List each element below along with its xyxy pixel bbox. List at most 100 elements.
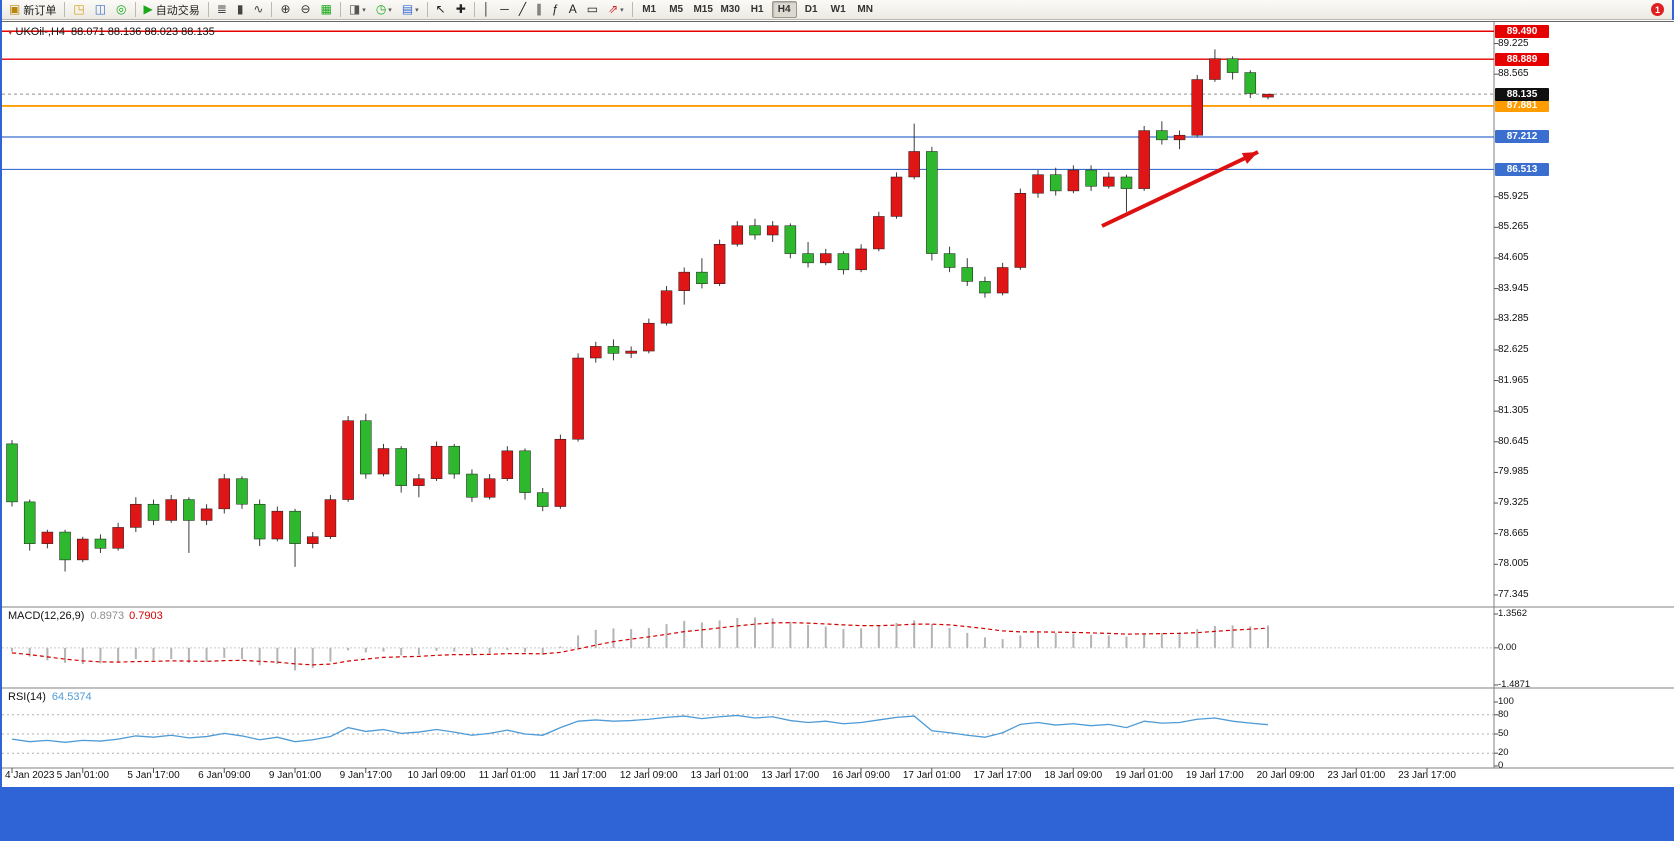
- vertical-line-icon: │: [482, 2, 491, 16]
- toolbar-separator: [339, 2, 341, 17]
- candle-body: [1244, 72, 1257, 94]
- navigator-icon: ◎: [116, 2, 127, 16]
- chart-canvas[interactable]: [2, 20, 1674, 787]
- candle-body: [112, 527, 124, 549]
- indicators-button[interactable]: ▤ ▾: [398, 0, 423, 19]
- timeframe-w1[interactable]: W1: [830, 4, 846, 15]
- candle-body: [731, 225, 744, 245]
- timeframe-m5[interactable]: M5: [669, 4, 684, 15]
- fibonacci-button[interactable]: ƒ: [548, 0, 563, 19]
- candlestick-chart-button[interactable]: ▮: [233, 0, 248, 19]
- chevron-down-icon: ▾: [362, 6, 366, 14]
- candle-body: [625, 350, 637, 354]
- channel-button[interactable]: ∥: [532, 0, 546, 19]
- candle-body: [1085, 169, 1097, 187]
- candle-body: [306, 536, 319, 544]
- candle-body: [713, 244, 726, 284]
- new-chart-button[interactable]: ◨ ▾: [345, 0, 370, 19]
- navigator-button[interactable]: ◎: [112, 0, 130, 19]
- horizontal-line-button[interactable]: ─: [496, 0, 513, 19]
- timeframe-h4[interactable]: H4: [771, 1, 797, 18]
- candle-body: [536, 492, 549, 507]
- candle-body: [802, 253, 814, 264]
- bar-chart-button[interactable]: ≣: [213, 0, 231, 19]
- vertical-line-button[interactable]: │: [479, 0, 495, 19]
- candle-body: [395, 448, 407, 486]
- chart-region: ▾ UKOil-,H4 88.071 88.136 88.023 88.135 MA…: [2, 20, 1674, 787]
- period-icon: ◷: [375, 2, 387, 16]
- timeframe-d1[interactable]: D1: [804, 4, 818, 15]
- trendline-button[interactable]: ╱: [515, 0, 530, 19]
- toolbar-separator: [207, 2, 209, 17]
- candle-body: [413, 478, 425, 486]
- candle-body: [607, 346, 620, 354]
- timeframe-m15[interactable]: M15: [693, 4, 713, 15]
- candle-body: [1103, 176, 1115, 187]
- candle-body: [926, 151, 938, 254]
- text-label-icon: ▭: [586, 2, 599, 16]
- candle-body: [94, 538, 107, 549]
- candle-body: [236, 478, 248, 505]
- candle-body: [77, 538, 89, 561]
- candle-body: [1120, 176, 1133, 189]
- candle-body: [943, 253, 956, 268]
- profiles-button[interactable]: ◳: [69, 0, 88, 19]
- toolbar: ▣ 新订单 ◳ ◫ ◎ ▶ 自动交易 ≣ ▮ ∿ ⊕ ⊖ ▦ ◨ ▾ ◷ ▾ ▤ ▾ ↖ ✚ │ ─ ╱ ∥ ƒ A ▭ ⇗ ▾ M1 M5 M…: [2, 0, 1672, 20]
- tile-windows-button[interactable]: ▦: [317, 0, 336, 19]
- trend-arrow-line[interactable]: [1101, 150, 1259, 228]
- timeframe-h1[interactable]: H1: [750, 4, 764, 15]
- candle-body: [130, 503, 142, 528]
- zoom-out-icon: ⊖: [300, 2, 311, 16]
- trend-arrow-head[interactable]: [1241, 152, 1258, 164]
- new-chart-icon: ◨: [348, 2, 361, 16]
- line-chart-icon: ∿: [253, 2, 264, 16]
- timeframe-m30[interactable]: M30: [720, 4, 740, 15]
- toolbar-separator: [64, 2, 66, 17]
- candle-body: [41, 531, 54, 544]
- candle-body: [23, 501, 36, 544]
- period-button[interactable]: ◷ ▾: [372, 0, 396, 19]
- line-chart-button[interactable]: ∿: [249, 0, 267, 19]
- candle-body: [200, 508, 213, 521]
- chevron-down-icon: ▾: [388, 6, 392, 14]
- cursor-button[interactable]: ↖: [432, 0, 450, 19]
- zoom-out-button[interactable]: ⊖: [297, 0, 315, 19]
- arrows-icon: ⇗: [608, 2, 619, 16]
- horizontal-line-icon: ─: [500, 2, 509, 16]
- timeframe-mn[interactable]: MN: [857, 4, 873, 15]
- arrows-button[interactable]: ⇗ ▾: [604, 0, 628, 19]
- candle-body: [1173, 134, 1186, 141]
- text-icon: A: [568, 2, 577, 16]
- macd-signal-line: [11, 622, 1269, 666]
- candlestick-chart-icon: ▮: [236, 2, 244, 16]
- candle-body: [289, 510, 301, 544]
- fibonacci-icon: ƒ: [552, 2, 559, 16]
- new-order-button[interactable]: ▣ 新订单: [5, 0, 60, 19]
- timeframe-m1[interactable]: M1: [642, 4, 657, 15]
- candle-body: [1156, 130, 1168, 141]
- auto-trading-button[interactable]: ▶ 自动交易: [140, 0, 204, 19]
- candle-body: [784, 225, 797, 254]
- candle-body: [165, 499, 177, 521]
- text-label-button[interactable]: ▭: [583, 0, 602, 19]
- candle-body: [643, 322, 655, 352]
- crosshair-button[interactable]: ✚: [452, 0, 470, 19]
- zoom-in-button[interactable]: ⊕: [276, 0, 294, 19]
- candle-body: [554, 438, 567, 507]
- candle-body: [218, 478, 231, 510]
- candle-body: [572, 357, 584, 440]
- candle-body: [1262, 93, 1274, 98]
- market-watch-icon: ◫: [94, 2, 107, 16]
- candle-body: [749, 225, 761, 236]
- notification-badge[interactable]: 1: [1651, 3, 1664, 16]
- candle-body: [590, 346, 602, 359]
- candle-body: [1049, 174, 1062, 192]
- channel-icon: ∥: [536, 2, 543, 16]
- candle-body: [183, 499, 195, 521]
- candle-body: [6, 443, 18, 503]
- text-button[interactable]: A: [565, 0, 581, 19]
- bar-chart-icon: ≣: [216, 2, 227, 16]
- candle-body: [855, 248, 867, 271]
- market-watch-button[interactable]: ◫: [91, 0, 110, 19]
- candle-body: [1032, 174, 1044, 194]
